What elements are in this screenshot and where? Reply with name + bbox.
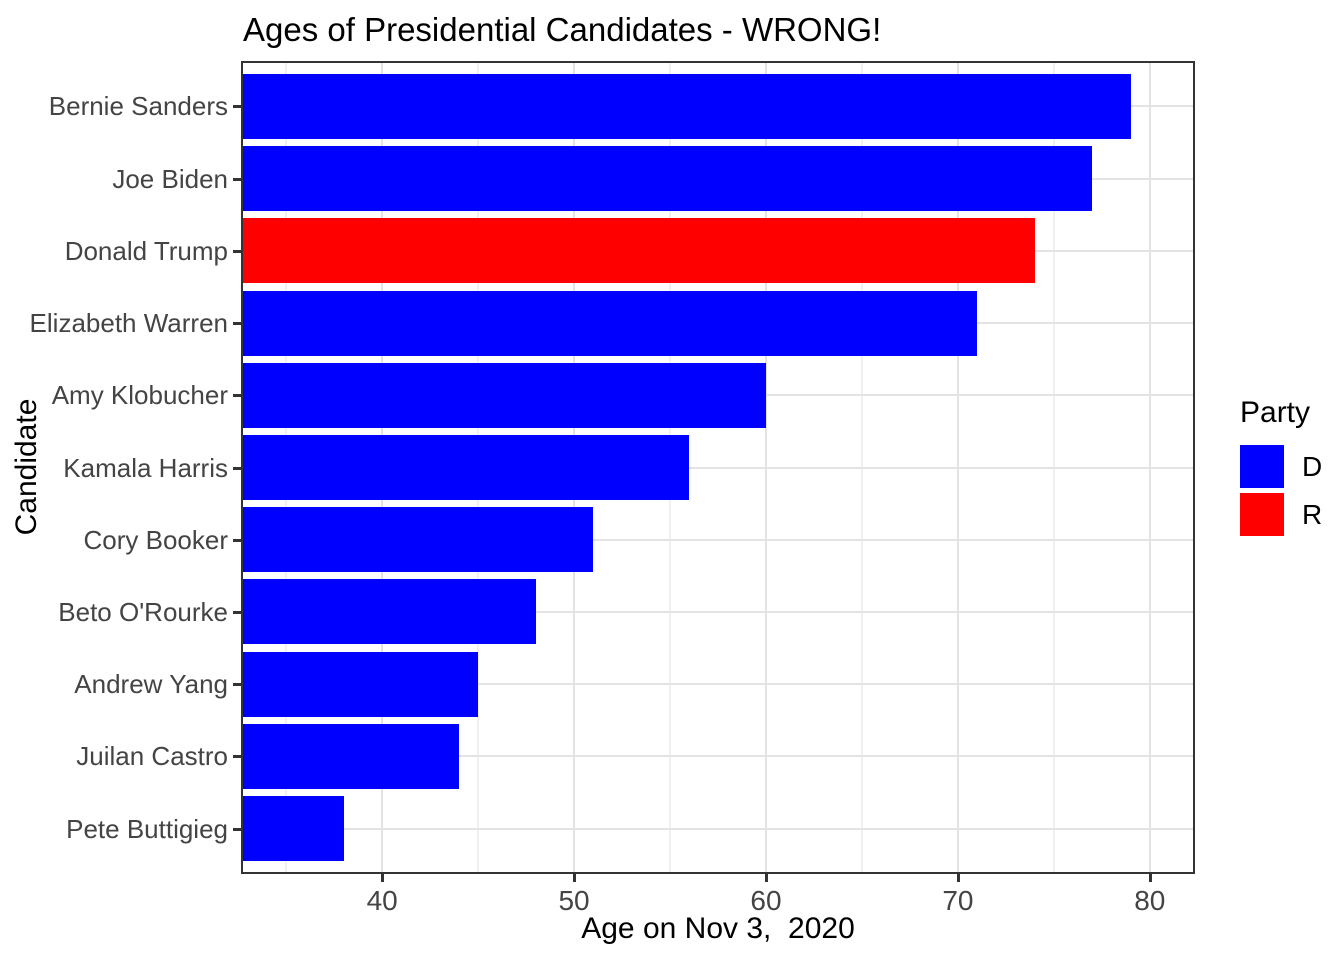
y-tick-mark: [233, 249, 241, 253]
y-axis-category-label: Bernie Sanders: [48, 91, 228, 122]
y-tick-mark: [233, 466, 241, 470]
x-tick-mark: [956, 874, 960, 882]
x-axis-title: Age on Nov 3, 2020: [581, 912, 855, 945]
y-axis-category-label: Cory Booker: [83, 524, 229, 555]
x-tick-mark: [764, 874, 768, 882]
y-tick-mark: [233, 610, 241, 614]
y-tick-mark: [233, 538, 241, 542]
gridline-major-horizontal: [243, 755, 1193, 758]
bar-d-56: [243, 434, 690, 500]
x-tick-label: 80: [1134, 885, 1166, 916]
bar-d-71: [243, 290, 978, 356]
gridline-major-horizontal: [243, 683, 1193, 686]
legend-entry: R: [1240, 493, 1322, 536]
x-tick-mark: [573, 874, 577, 882]
y-tick-mark: [233, 322, 241, 326]
gridline-major-horizontal: [243, 538, 1193, 541]
chart-title: Ages of Presidential Candidates - WRONG!: [243, 11, 882, 48]
y-tick-mark: [233, 394, 241, 398]
x-tick-label: 70: [942, 885, 974, 916]
y-axis-category-label: Pete Buttigieg: [66, 813, 228, 844]
y-tick-mark: [233, 755, 241, 759]
bar-d-44: [243, 723, 459, 789]
y-axis-category-label: Elizabeth Warren: [29, 308, 228, 339]
bar-d-77: [243, 146, 1093, 212]
bar-d-38: [243, 796, 344, 862]
bar-d-60: [243, 362, 766, 428]
y-axis-category-label: Donald Trump: [64, 235, 228, 266]
bar-d-79: [243, 73, 1131, 139]
bar-d-51: [243, 507, 594, 573]
gridline-major-horizontal: [243, 466, 1193, 469]
legend-title: Party: [1240, 396, 1311, 429]
y-tick-mark: [233, 105, 241, 109]
y-axis-category-label: Kamala Harris: [63, 452, 228, 483]
y-axis-category-label: Joe Biden: [112, 163, 228, 194]
legend-entry: D: [1240, 445, 1322, 488]
y-axis-category-label: Beto O'Rourke: [58, 596, 228, 627]
x-tick-label: 50: [558, 885, 590, 916]
y-tick-mark: [233, 177, 241, 181]
bar-d-48: [243, 579, 536, 645]
y-axis-category-label: Amy Klobucher: [51, 380, 228, 411]
gridline-major-horizontal: [243, 610, 1193, 613]
legend-entry-label: R: [1302, 498, 1323, 530]
bar-layer: [243, 63, 1193, 872]
legend-swatch: [1240, 493, 1284, 536]
legend-entry-label: D: [1302, 450, 1323, 482]
y-axis-category-label: Andrew Yang: [74, 669, 228, 700]
gridline-major-horizontal: [243, 827, 1193, 830]
x-tick-mark: [381, 874, 385, 882]
y-tick-mark: [233, 683, 241, 687]
bar-d-45: [243, 651, 479, 717]
x-tick-label: 60: [750, 885, 782, 916]
y-tick-mark: [233, 827, 241, 831]
y-axis-category-label: Juilan Castro: [76, 741, 228, 772]
legend-swatch: [1240, 445, 1284, 488]
x-tick-label: 40: [366, 885, 398, 916]
x-tick-mark: [1148, 874, 1152, 882]
bar-r-74: [243, 218, 1035, 284]
